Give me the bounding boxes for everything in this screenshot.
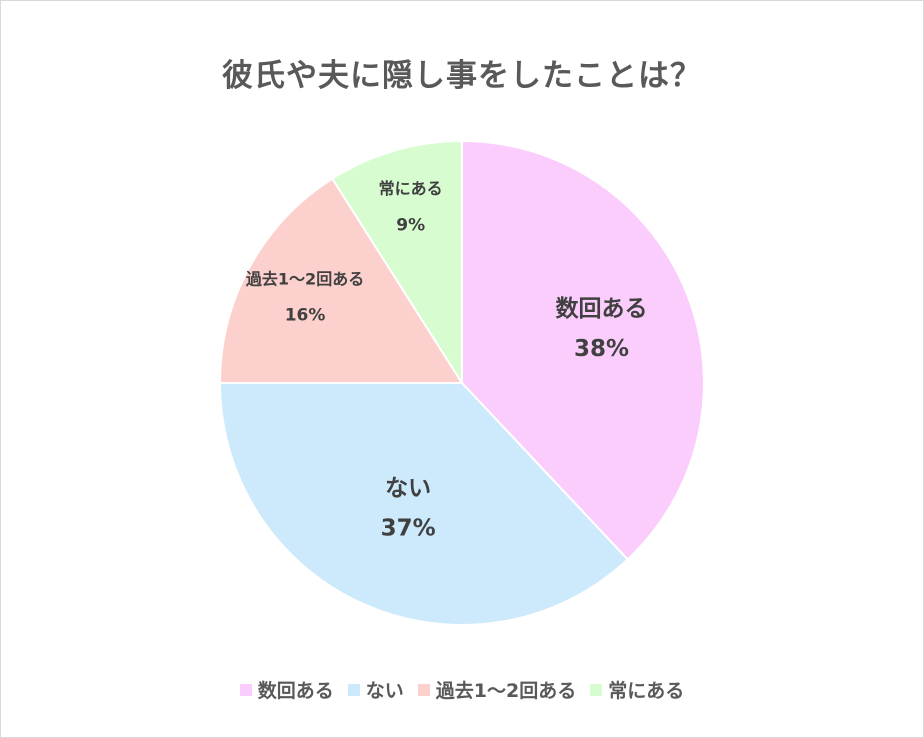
legend-label-1: ない — [365, 680, 404, 702]
chart-title: 彼氏や夫に隠し事をしたことは？ — [222, 58, 702, 94]
pie-slice-2 — [218, 177, 464, 384]
legend-item-1: ない — [347, 676, 404, 703]
slice-label-2: 過去1～2回ある — [245, 269, 364, 288]
slice-value-0: 38% — [574, 336, 629, 362]
legend-label-0: 数回ある — [257, 680, 334, 702]
pie-slice-0 — [461, 139, 705, 561]
legend-swatch-3 — [590, 683, 603, 696]
legend-item-2: 過去1～2回ある — [417, 676, 577, 703]
legend-item-3: 常にある — [590, 676, 684, 703]
chart-legend: 数回ある ない 過去1～2回ある 常にある — [0, 676, 924, 703]
legend-swatch-1 — [347, 683, 360, 696]
slice-value-3: 9% — [396, 215, 425, 235]
legend-label-2: 過去1～2回ある — [435, 680, 577, 702]
slice-value-2: 16% — [285, 306, 326, 326]
slice-label-1: ない — [385, 475, 431, 501]
pie-labels: 数回ある 38% ない 37% 過去1～2回ある 16% 常にある 9% — [245, 179, 648, 541]
slice-label-3: 常にある — [379, 179, 443, 198]
pie-slices — [218, 139, 705, 626]
legend-item-0: 数回ある — [239, 676, 334, 703]
pie-slice-1 — [218, 382, 630, 626]
legend-label-3: 常にある — [608, 680, 685, 702]
legend-swatch-0 — [239, 683, 252, 696]
slice-label-0: 数回ある — [556, 296, 648, 322]
legend-swatch-2 — [417, 683, 430, 696]
pie-slice-3 — [330, 139, 463, 387]
slice-value-1: 37% — [381, 515, 436, 541]
